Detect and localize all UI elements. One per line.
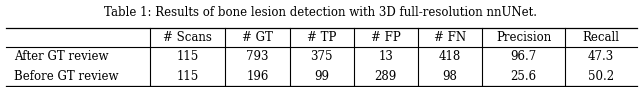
Text: Before GT review: Before GT review (14, 70, 118, 83)
Text: # GT: # GT (242, 31, 273, 44)
Text: Table 1: Results of bone lesion detection with 3D full-resolution nnUNet.: Table 1: Results of bone lesion detectio… (104, 6, 536, 19)
Text: 418: 418 (439, 50, 461, 64)
Text: 96.7: 96.7 (511, 50, 537, 64)
Text: 793: 793 (246, 50, 269, 64)
Text: 115: 115 (177, 50, 198, 64)
Text: 25.6: 25.6 (511, 70, 536, 83)
Text: Recall: Recall (582, 31, 620, 44)
Text: 13: 13 (378, 50, 393, 64)
Text: # FN: # FN (434, 31, 466, 44)
Text: 375: 375 (310, 50, 333, 64)
Text: After GT review: After GT review (14, 50, 109, 64)
Text: 98: 98 (442, 70, 458, 83)
Text: 115: 115 (177, 70, 198, 83)
Text: # Scans: # Scans (163, 31, 212, 44)
Text: Precision: Precision (496, 31, 551, 44)
Text: 50.2: 50.2 (588, 70, 614, 83)
Text: # FP: # FP (371, 31, 401, 44)
Text: 99: 99 (314, 70, 329, 83)
Text: 47.3: 47.3 (588, 50, 614, 64)
Text: 196: 196 (246, 70, 269, 83)
Text: 289: 289 (374, 70, 397, 83)
Text: # TP: # TP (307, 31, 336, 44)
